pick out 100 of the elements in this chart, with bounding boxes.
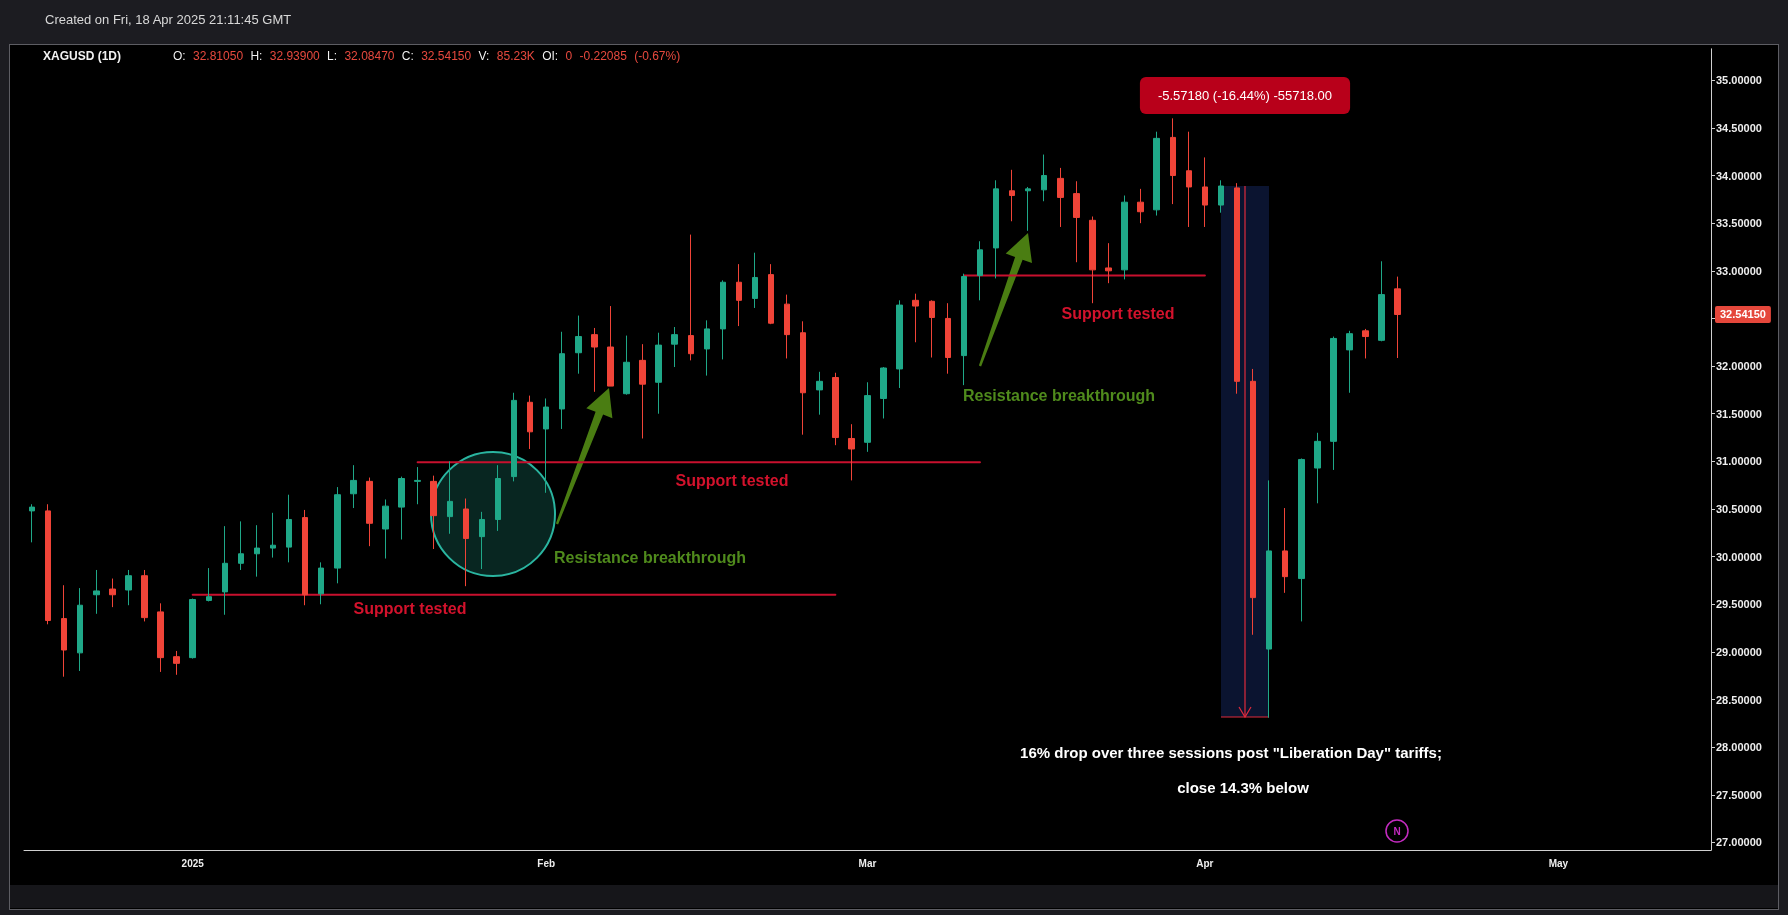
candlestick	[945, 302, 951, 375]
candlestick	[1218, 179, 1224, 214]
candlestick	[350, 464, 357, 509]
candlestick	[398, 476, 405, 540]
candlestick	[382, 498, 389, 560]
candlestick	[784, 294, 790, 359]
candlestick	[286, 494, 292, 563]
y-tick-label: 31.00000	[1716, 455, 1762, 468]
candlestick	[591, 327, 598, 393]
y-tick-label: 33.50000	[1716, 217, 1762, 230]
candlestick	[157, 602, 164, 673]
candlestick	[1346, 330, 1353, 394]
candlestick	[768, 263, 774, 325]
y-tick-label: 27.00000	[1716, 836, 1762, 849]
candlestick	[704, 319, 710, 377]
candlestick	[1073, 180, 1080, 263]
text: 32.54150	[1720, 308, 1766, 321]
x-tick-label: Mar	[858, 857, 877, 869]
y-tick-label: 33.00000	[1716, 264, 1762, 277]
y-tick-label: 34.50000	[1716, 121, 1762, 134]
candlestick	[896, 299, 903, 389]
candlestick	[929, 299, 935, 359]
x-tick-label: May	[1548, 857, 1569, 869]
candlestick	[961, 273, 967, 386]
y-tick-label: 28.50000	[1716, 693, 1762, 706]
candlestick	[463, 498, 469, 587]
candlestick	[1089, 215, 1096, 304]
annotation: close 14.3% below	[1177, 778, 1310, 796]
candlestick	[848, 423, 855, 481]
candlestick	[366, 477, 373, 547]
candlestick	[527, 395, 533, 450]
candlestick	[511, 392, 517, 482]
candlestick	[447, 460, 453, 535]
candlestick	[93, 569, 100, 615]
candlestick	[864, 381, 871, 453]
annotation: Support tested	[675, 471, 789, 489]
candlestick	[1314, 432, 1321, 504]
x-tick-label: Feb	[537, 857, 556, 869]
candlestick	[1378, 260, 1385, 342]
candlestick	[800, 320, 806, 436]
chart-subtitle: O: 32.81050 H: 32.93900 L: 32.08470 C: 32.54150 V: 85.23K OI: 0 -0.22085 (-0.67%)	[173, 49, 681, 63]
candlestick	[1121, 195, 1128, 280]
candlestick	[61, 584, 67, 678]
chart-title: XAGUSD (1D)	[43, 49, 122, 63]
candlestick	[1282, 507, 1288, 594]
candlestick	[1009, 169, 1015, 222]
candlestick	[559, 331, 565, 430]
y-tick-label: 31.50000	[1716, 407, 1762, 420]
candlestick	[1362, 328, 1369, 359]
candlestick	[29, 503, 35, 543]
y-tick-label: 29.50000	[1716, 598, 1762, 611]
candlestick	[1105, 242, 1112, 284]
candlestick	[430, 475, 437, 550]
candlestick	[977, 240, 983, 301]
candlestick	[1137, 188, 1144, 224]
candlestick	[880, 366, 887, 419]
candlestick	[655, 332, 662, 415]
candlestick	[1394, 276, 1401, 359]
candlestick	[141, 569, 148, 622]
candlestick	[688, 234, 694, 361]
candlestick	[736, 263, 742, 327]
candlestick	[77, 587, 83, 672]
candlestick	[1057, 167, 1064, 228]
y-tick-label: 27.50000	[1716, 788, 1762, 801]
candlestick	[1266, 479, 1272, 719]
candlestick	[109, 578, 116, 608]
annotation: N	[1393, 825, 1401, 837]
candlestick	[993, 179, 999, 279]
text: Created on Fri, 18 Apr 2025 21:11:45 GMT	[45, 12, 292, 27]
candlestick	[543, 397, 549, 494]
annotation: Resistance breakthrough	[963, 386, 1156, 404]
candlestick	[1186, 131, 1192, 228]
candlestick	[238, 520, 244, 571]
annotation: 16% drop over three sessions post "Liberation Day" tariffs;	[1020, 743, 1442, 761]
candlestick	[222, 525, 228, 616]
candlestick	[623, 335, 630, 396]
candlestick	[720, 279, 726, 360]
candlestick	[125, 569, 132, 606]
candlestick	[1170, 117, 1176, 205]
candlestick	[1025, 186, 1031, 232]
candlestick	[302, 509, 308, 606]
candlestick	[254, 524, 260, 578]
x-tick-label: 2025	[181, 857, 205, 869]
candlestick	[1202, 156, 1208, 228]
candlestick	[832, 372, 839, 446]
y-tick-label: 29.00000	[1716, 645, 1762, 658]
candlestick	[1330, 336, 1337, 471]
y-tick-label: 32.00000	[1716, 360, 1762, 373]
annotation: Resistance breakthrough	[554, 548, 747, 566]
y-tick-label: 34.00000	[1716, 169, 1762, 182]
candlestick	[575, 315, 582, 375]
y-tick-label: 30.00000	[1716, 550, 1762, 563]
candlestick	[607, 305, 614, 387]
candlestick	[45, 503, 51, 625]
candlestick	[206, 567, 212, 602]
candlestick	[912, 293, 919, 343]
candlestick	[752, 252, 758, 309]
x-tick-label: Apr	[1196, 857, 1214, 869]
candlestick	[495, 464, 501, 532]
y-tick-label: 35.00000	[1716, 74, 1762, 87]
